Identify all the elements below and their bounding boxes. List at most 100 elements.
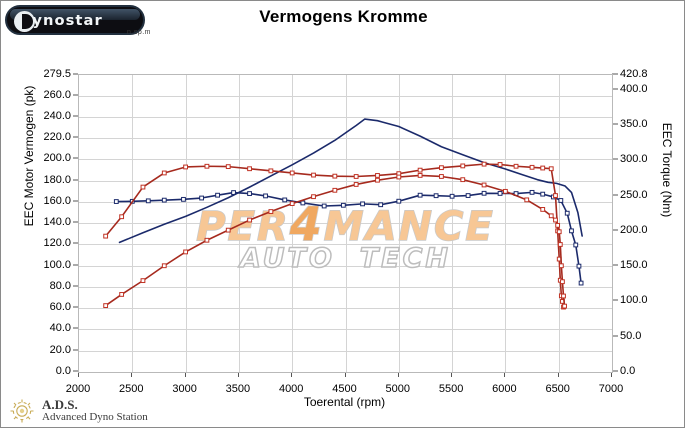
y-axis-right-tick-mark <box>612 73 618 75</box>
series-marker <box>540 165 546 171</box>
series-marker <box>497 191 503 196</box>
series-marker <box>439 174 444 179</box>
series-marker <box>573 242 579 248</box>
y-axis-left-tick-label: 100.0 <box>43 258 71 271</box>
y-axis-right-tick-label: 420.8 <box>620 68 648 80</box>
y-axis-left-tick-label: 140.0 <box>43 216 71 229</box>
series-marker <box>332 173 338 179</box>
y-axis-left-ticks: 0.0 20.0 40.0 60.0 80.0 100.0 120.0 140.0 160.0 1… <box>1 68 78 377</box>
y-axis-left-tick-label: 220.0 <box>43 131 71 144</box>
dynostar-logo: ynostar n.sp.m <box>5 5 157 39</box>
series-marker <box>513 163 519 169</box>
series-marker <box>548 166 554 172</box>
y-axis-right-tick-label: 50.0 <box>620 329 642 342</box>
y-axis-right-tick-label: 100.0 <box>620 294 648 307</box>
gridline-horizontal <box>79 95 612 97</box>
gridline-horizontal <box>79 244 612 246</box>
series-marker <box>181 196 186 202</box>
series-marker <box>161 197 167 203</box>
chart-series-layer <box>103 118 584 310</box>
y-axis-right-tick-mark <box>612 194 618 196</box>
series-marker <box>548 213 554 219</box>
y-axis-left-tick-label: 60.0 <box>49 301 71 314</box>
y-axis-left-tick-label: 240.0 <box>43 109 71 122</box>
gridline-horizontal <box>79 159 612 161</box>
series-marker <box>225 227 231 233</box>
x-axis-tick-label: 3000 <box>172 383 197 395</box>
gridline-horizontal <box>79 265 612 267</box>
series-marker <box>529 164 535 170</box>
y-axis-right-tick-mark <box>612 335 618 337</box>
series-line <box>104 163 565 308</box>
gridline-horizontal <box>79 223 612 225</box>
series-marker <box>183 249 188 255</box>
y-axis-left-tick-mark <box>73 94 78 96</box>
ads-footer: A.D.S. Advanced Dyno Station <box>9 397 309 427</box>
series-marker <box>561 293 566 299</box>
series-marker <box>465 193 471 198</box>
series-marker <box>332 187 338 193</box>
gridline-horizontal <box>79 180 612 182</box>
y-axis-left-tick-label: 20.0 <box>49 343 71 356</box>
y-axis-right-tick-label: 250.0 <box>620 188 648 201</box>
series-marker <box>560 279 565 285</box>
y-axis-right-tick-label: 350.0 <box>620 117 648 130</box>
series-marker <box>340 202 346 208</box>
series-marker <box>417 192 423 198</box>
gridline-horizontal <box>79 308 612 310</box>
series-marker <box>524 197 530 203</box>
x-axis-tick-mark <box>397 372 399 377</box>
y-axis-left-tick-mark <box>73 285 78 287</box>
dynostar-d-icon <box>14 11 35 32</box>
series-marker <box>375 177 380 183</box>
series-marker <box>300 200 306 206</box>
series-marker <box>289 201 295 206</box>
y-axis-right-tick-mark <box>612 264 618 266</box>
series-marker <box>145 198 151 204</box>
chart-gridlines <box>79 75 612 372</box>
x-axis-tick-label: 3500 <box>225 383 251 395</box>
gridline-horizontal <box>79 329 612 331</box>
y-axis-left-tick-mark <box>73 327 78 329</box>
y-axis-right-tick-label: 0.0 <box>620 365 636 377</box>
x-axis-tick-mark <box>184 372 186 377</box>
series-marker <box>556 229 562 235</box>
series-marker <box>289 170 295 176</box>
y-axis-left-tick-label: 180.0 <box>43 173 71 186</box>
y-axis-left-tick-mark <box>73 242 78 244</box>
series-marker <box>119 292 125 297</box>
ads-full-name: Advanced Dyno Station <box>42 411 148 423</box>
series-marker <box>247 166 252 172</box>
series-marker <box>103 303 109 308</box>
y-axis-right-tick-label: 200.0 <box>620 223 648 236</box>
x-axis-tick-label: 7000 <box>598 383 624 395</box>
y-axis-right-tick-mark <box>612 229 618 231</box>
series-marker <box>553 217 558 223</box>
series-line <box>115 191 582 284</box>
x-axis-ticks: 2000 2500 3000 3500 4000 4500 5000 5500 6000 6500… <box>66 372 623 398</box>
y-axis-right-ticks: 0.0 50.0 100.0 150.0 200.0 250.0 300.0 350.0 400… <box>612 68 685 377</box>
x-axis-tick-label: 5500 <box>438 383 464 395</box>
series-marker <box>503 188 508 194</box>
chart-series <box>118 118 583 244</box>
series-marker <box>360 201 365 207</box>
x-axis-tick-mark <box>78 372 79 377</box>
y-axis-left-tick-mark <box>73 349 78 351</box>
chart-series <box>103 173 567 309</box>
x-axis-tick-label: 5000 <box>385 383 411 395</box>
series-marker <box>204 237 210 243</box>
series-marker <box>481 161 487 167</box>
chart-plot-area: PER4MANCE AUTO TECH <box>78 74 613 373</box>
series-marker <box>396 174 402 180</box>
x-axis-tick-label: 2000 <box>65 383 91 395</box>
x-axis-tick-label: 6000 <box>492 383 517 395</box>
series-marker <box>247 191 252 196</box>
series-marker <box>247 217 252 223</box>
y-axis-left-tick-mark <box>73 157 78 159</box>
series-marker <box>113 199 119 204</box>
y-axis-left-tick-mark <box>73 221 78 223</box>
series-marker <box>204 163 210 169</box>
x-axis-tick-mark <box>557 372 559 377</box>
series-marker <box>433 193 439 199</box>
